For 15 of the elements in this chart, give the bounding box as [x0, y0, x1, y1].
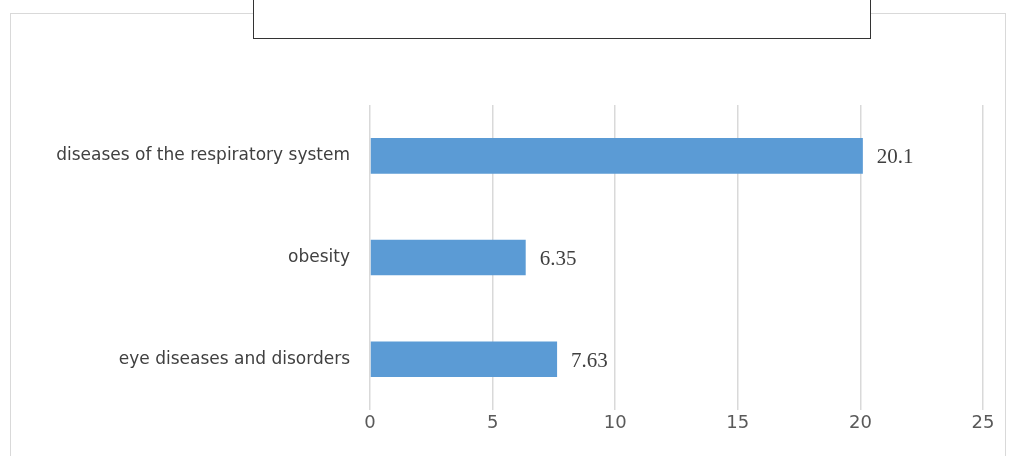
x-tick-label: 25: [971, 411, 995, 433]
bar: [370, 138, 863, 174]
x-tick-label: 0: [364, 411, 376, 433]
y-tick-label: obesity: [288, 245, 350, 266]
x-tick-label: 20: [848, 411, 872, 433]
y-tick-label: eye diseases and disorders: [118, 347, 351, 368]
bar: [370, 341, 558, 377]
x-tick-label: 10: [603, 411, 627, 433]
bar: [370, 239, 526, 276]
y-tick-label: diseases of the respiratory system: [56, 144, 350, 165]
x-tick-label: 15: [726, 411, 750, 433]
data-label: 7.63: [571, 347, 608, 372]
data-label: 6.35: [539, 246, 577, 271]
x-tick-label: 5: [486, 411, 499, 433]
data-label: 20.1: [876, 144, 914, 169]
